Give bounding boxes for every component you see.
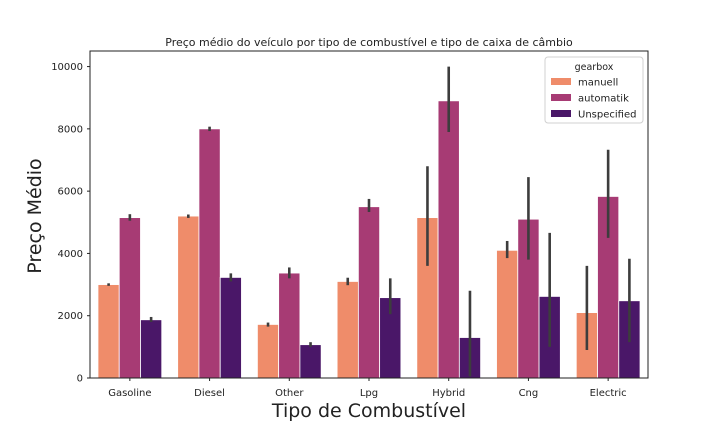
- bar-manuell-cng: [496, 249, 519, 379]
- x-tick-label-diesel: Diesel: [194, 388, 225, 399]
- bar-automatik-other: [278, 272, 301, 379]
- legend-box: [544, 56, 644, 124]
- legend-swatch-manuell: [551, 78, 571, 85]
- bar-unspecified-other: [299, 344, 322, 379]
- legend-swatch-automatik: [551, 94, 571, 101]
- y-tick-label: 6000: [58, 187, 83, 198]
- legend-swatch-unspecified: [551, 110, 571, 117]
- bar-manuell-diesel: [177, 215, 200, 379]
- y-tick-label: 0: [77, 374, 83, 385]
- y-axis-title: Preço Médio: [24, 158, 46, 273]
- x-tick-label-other: Other: [275, 388, 304, 399]
- x-tick-label-lpg: Lpg: [360, 388, 378, 399]
- legend: gearbox manuell automatik Unspecified: [544, 56, 644, 124]
- chart-title: Preço médio do veículo por tipo de combu…: [165, 36, 573, 49]
- x-tick-label-electric: Electric: [590, 388, 627, 399]
- bar-unspecified-diesel: [219, 277, 242, 379]
- y-tick-label: 4000: [58, 249, 83, 260]
- bar-manuell-other: [256, 324, 280, 379]
- bar-unspecified-gasoline: [140, 319, 163, 379]
- bar-manuell-gasoline: [97, 284, 120, 379]
- y-tick-label: 2000: [58, 311, 83, 322]
- plot-area: 0 2000 4000 6000 8000 10000 Gasoline Diesel Othe…: [51, 50, 649, 399]
- x-tick-label-gasoline: Gasoline: [108, 388, 151, 399]
- x-tick-label-cng: Cng: [519, 388, 539, 399]
- x-tick-label-hybrid: Hybrid: [432, 388, 465, 399]
- bar-automatik-lpg: [357, 206, 381, 379]
- y-tick-label: 10000: [51, 62, 83, 73]
- bar-manuell-lpg: [336, 281, 359, 379]
- legend-label-manuell: manuell: [578, 78, 618, 89]
- x-axis-title: Tipo de Combustível: [271, 400, 466, 422]
- bar-automatik-diesel: [198, 128, 221, 379]
- y-tick-label: 8000: [58, 124, 83, 135]
- bar-automatik-hybrid: [437, 100, 460, 379]
- legend-label-unspecified: Unspecified: [578, 110, 636, 121]
- legend-label-automatik: automatik: [578, 94, 629, 105]
- legend-title: gearbox: [575, 62, 614, 73]
- bar-automatik-gasoline: [118, 217, 141, 379]
